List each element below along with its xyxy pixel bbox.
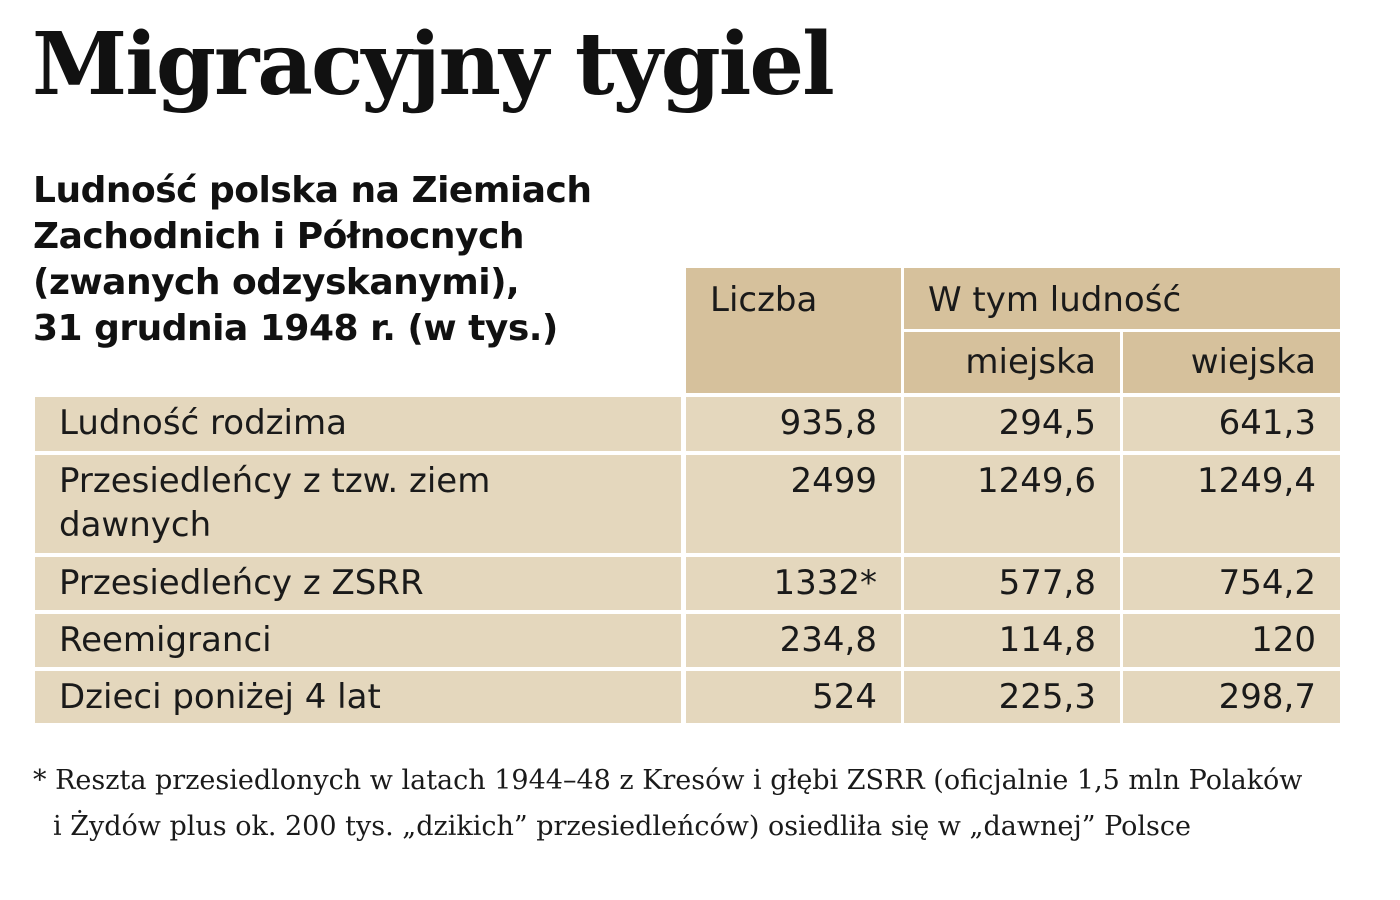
count-value: 935,8 xyxy=(686,397,901,451)
page-title: Migracyjny tygiel xyxy=(32,14,835,115)
urban-value: 1249,6 xyxy=(904,455,1120,553)
footnote-line: * Reszta przesiedlonych w latach 1944–48… xyxy=(33,765,1303,796)
column-header-rural: wiejska xyxy=(1123,332,1340,393)
count-value: 1332* xyxy=(686,557,901,610)
rural-value: 120 xyxy=(1123,614,1340,667)
urban-value: 225,3 xyxy=(904,671,1120,723)
rural-value: 1249,4 xyxy=(1123,455,1340,553)
row-label-line: dawnych xyxy=(59,505,212,545)
count-value: 2499 xyxy=(686,455,901,553)
urban-value: 294,5 xyxy=(904,397,1120,451)
urban-value: 114,8 xyxy=(904,614,1120,667)
subtitle-line: 31 grudnia 1948 r. (w tys.) xyxy=(33,308,558,349)
subtitle-line: Zachodnich i Północnych xyxy=(33,216,524,257)
subtitle-line: Ludność polska na Ziemiach xyxy=(33,170,592,211)
count-value: 524 xyxy=(686,671,901,723)
column-header-urban: miejska xyxy=(904,332,1120,393)
footnote-line: i Żydów plus ok. 200 tys. „dzikich” prze… xyxy=(53,811,1191,842)
rural-value: 754,2 xyxy=(1123,557,1340,610)
row-label: Przesiedleńcy z ZSRR xyxy=(35,557,681,610)
subtitle-line: (zwanych odzyskanymi), xyxy=(33,262,520,303)
row-label: Ludność rodzima xyxy=(35,397,681,451)
row-label-line: Przesiedleńcy z tzw. ziem xyxy=(59,461,491,501)
row-label: Reemigranci xyxy=(35,614,681,667)
row-label: Dzieci poniżej 4 lat xyxy=(35,671,681,723)
column-header-count: Liczba xyxy=(686,268,901,393)
rural-value: 298,7 xyxy=(1123,671,1340,723)
table-subtitle: Ludność polska na Ziemiach Zachodnich i … xyxy=(33,168,653,352)
urban-value: 577,8 xyxy=(904,557,1120,610)
rural-value: 641,3 xyxy=(1123,397,1340,451)
column-header-group: W tym ludność xyxy=(904,268,1340,329)
footnote: * Reszta przesiedlonych w latach 1944–48… xyxy=(33,758,1302,850)
row-label: Przesiedleńcy z tzw. ziem dawnych xyxy=(35,455,681,553)
count-value: 234,8 xyxy=(686,614,901,667)
